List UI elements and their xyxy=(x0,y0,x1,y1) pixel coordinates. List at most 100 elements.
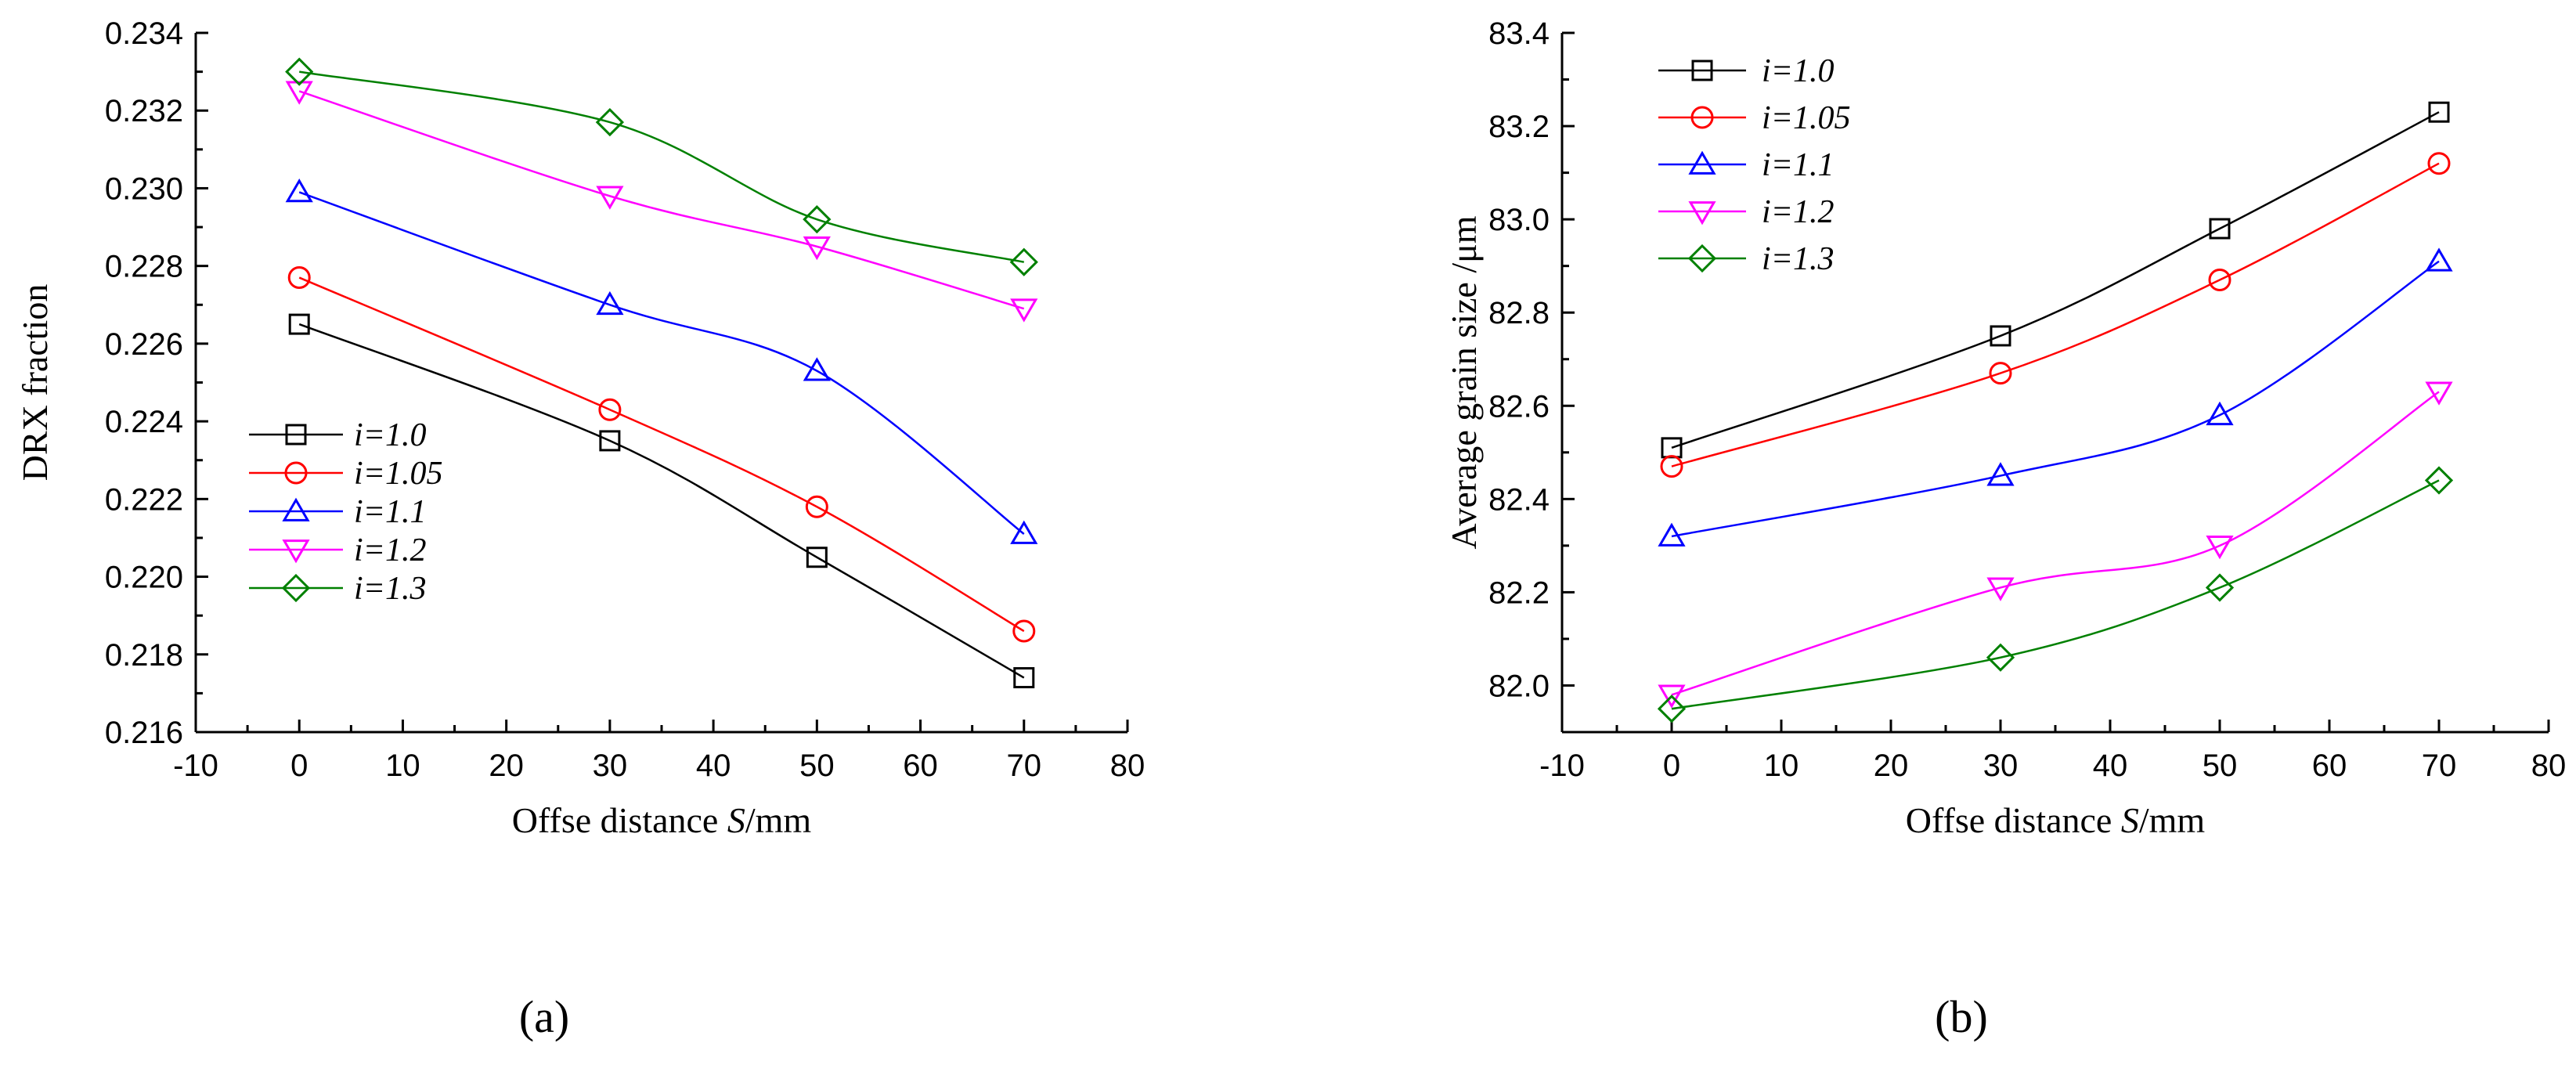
series-line xyxy=(1671,111,2440,449)
legend-label: i=1.2 xyxy=(1762,194,1835,230)
y-tick-label: 0.224 xyxy=(105,405,183,439)
x-tick-label: 0 xyxy=(290,749,308,783)
legend-marker xyxy=(1690,106,1714,129)
data-point xyxy=(288,313,310,335)
series-line xyxy=(298,191,1025,535)
x-tick-label: 80 xyxy=(1110,749,1145,783)
data-point xyxy=(1010,520,1038,544)
data-point xyxy=(1013,667,1035,689)
y-tick-label: 0.218 xyxy=(105,638,183,673)
data-point xyxy=(1990,325,2011,347)
y-axis-title: Average grain size /μm xyxy=(1444,215,1484,549)
x-tick-label: -10 xyxy=(173,749,218,783)
series-line xyxy=(298,276,1025,633)
x-tick-label: 40 xyxy=(2093,749,2128,783)
legend-label: i=1.05 xyxy=(1762,100,1851,136)
x-tick-label: 20 xyxy=(489,749,524,783)
data-point xyxy=(803,236,831,261)
series-line xyxy=(1671,260,2440,538)
data-point xyxy=(803,357,831,381)
legend-marker xyxy=(282,497,310,521)
data-point xyxy=(1658,684,1686,709)
x-tick-label: 60 xyxy=(2312,749,2347,783)
series-line xyxy=(298,323,1025,679)
y-tick-label: 0.230 xyxy=(105,171,183,206)
data-point xyxy=(2209,218,2231,240)
x-tick-label: 40 xyxy=(696,749,731,783)
series-i=1.0 xyxy=(288,313,1035,689)
y-tick-label: 0.234 xyxy=(105,16,183,51)
y-tick-label: 83.0 xyxy=(1488,203,1550,237)
y-tick-label: 0.232 xyxy=(105,94,183,128)
x-tick-label: -10 xyxy=(1539,749,1585,783)
panel-label-a: (a) xyxy=(519,991,569,1042)
legend-marker xyxy=(281,573,311,603)
x-tick-label: 0 xyxy=(1663,749,1680,783)
y-tick-label: 0.222 xyxy=(105,482,183,517)
series-line xyxy=(298,90,1025,310)
series-i=1.2 xyxy=(1658,381,2453,709)
data-point xyxy=(1010,298,1038,323)
legend-label: i=1.2 xyxy=(354,532,427,568)
legend-label: i=1.1 xyxy=(1762,147,1835,183)
y-tick-label: 0.220 xyxy=(105,561,183,595)
panel-label-b: (b) xyxy=(1935,991,1988,1042)
data-point xyxy=(285,81,313,105)
x-axis-title-prefix: Offse distance xyxy=(1906,800,2121,840)
data-point xyxy=(598,398,622,421)
legend-marker xyxy=(284,461,308,485)
y-tick-label: 82.4 xyxy=(1488,482,1550,517)
x-tick-label: 50 xyxy=(799,749,835,783)
data-point xyxy=(2428,101,2450,123)
y-tick-label: 83.2 xyxy=(1488,110,1550,144)
data-point xyxy=(599,430,621,452)
series-line xyxy=(1671,479,2440,710)
legend-label: i=1.1 xyxy=(354,494,427,530)
x-tick-label: 50 xyxy=(2203,749,2238,783)
data-point xyxy=(1986,577,2015,601)
series-i=1.1 xyxy=(1658,247,2453,547)
data-point xyxy=(2205,573,2235,602)
x-axis-title-symbol: S xyxy=(727,800,745,840)
data-point xyxy=(2206,535,2234,560)
legend-label: i=1.0 xyxy=(1762,53,1835,89)
data-point xyxy=(1989,362,2012,385)
y-axis-title: DRX fraction xyxy=(15,284,55,482)
y-tick-label: 0.216 xyxy=(105,716,183,750)
x-tick-label: 70 xyxy=(1007,749,1042,783)
x-axis-title-prefix: Offse distance xyxy=(512,800,727,840)
legend-label: i=1.05 xyxy=(354,456,443,492)
data-point xyxy=(285,179,313,203)
data-point xyxy=(1660,455,1683,478)
x-axis-title: Offse distance S/mm xyxy=(1906,800,2206,840)
legend: i=1.0i=1.05i=1.1i=1.2i=1.3 xyxy=(249,417,443,607)
series-line xyxy=(299,70,1025,263)
legend-marker xyxy=(282,539,310,564)
data-point xyxy=(2425,381,2453,406)
legend-marker xyxy=(285,424,307,446)
legend-label: i=1.3 xyxy=(354,571,427,607)
y-tick-label: 82.2 xyxy=(1488,575,1550,610)
legend-marker xyxy=(1688,201,1716,226)
data-point xyxy=(2425,247,2453,272)
legend: i=1.0i=1.05i=1.1i=1.2i=1.3 xyxy=(1658,53,1851,277)
y-tick-label: 83.4 xyxy=(1488,16,1550,51)
legend-marker xyxy=(1688,150,1716,175)
x-tick-label: 20 xyxy=(1874,749,1909,783)
x-tick-label: 60 xyxy=(903,749,938,783)
data-point xyxy=(2427,152,2451,175)
chart-b: -10 0 10 20 30 40 50 60 70 80 82.0 82.2 82.4 82.6 82.8… xyxy=(1444,16,2566,840)
data-point xyxy=(1657,695,1687,723)
data-point xyxy=(803,205,832,234)
chart-a: -10 0 10 20 30 40 50 60 70 80 0.216 0.218 0.220 0.222… xyxy=(15,16,1145,840)
x-tick-label: 10 xyxy=(1764,749,1799,783)
y-tick-label: 82.6 xyxy=(1488,389,1550,424)
data-point xyxy=(2206,401,2234,426)
data-point xyxy=(287,266,311,290)
series-i=1.3 xyxy=(1657,466,2454,723)
x-tick-label: 70 xyxy=(2422,749,2457,783)
x-axis-title-unit: /mm xyxy=(745,800,812,840)
series-i=1.1 xyxy=(285,179,1038,544)
legend-label: i=1.0 xyxy=(354,417,427,453)
